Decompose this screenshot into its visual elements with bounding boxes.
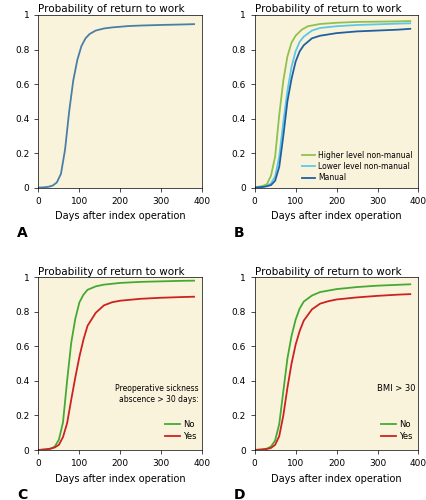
X-axis label: Days after index operation: Days after index operation xyxy=(271,211,401,221)
Text: C: C xyxy=(17,488,27,500)
Text: Probability of return to work: Probability of return to work xyxy=(38,266,184,276)
Text: Probability of return to work: Probability of return to work xyxy=(254,266,400,276)
Text: D: D xyxy=(233,488,244,500)
Legend: Higher level non-manual, Lower level non-manual, Manual: Higher level non-manual, Lower level non… xyxy=(298,148,415,186)
X-axis label: Days after index operation: Days after index operation xyxy=(55,474,185,484)
Text: B: B xyxy=(233,226,243,239)
X-axis label: Days after index operation: Days after index operation xyxy=(55,211,185,221)
X-axis label: Days after index operation: Days after index operation xyxy=(271,474,401,484)
Legend: No, Yes: No, Yes xyxy=(377,417,415,444)
Text: Probability of return to work: Probability of return to work xyxy=(38,4,184,14)
Legend: No, Yes: No, Yes xyxy=(161,417,199,444)
Text: Probability of return to work: Probability of return to work xyxy=(254,4,400,14)
Text: BMI > 30: BMI > 30 xyxy=(376,384,414,394)
Text: Preoperative sickness
abscence > 30 days:: Preoperative sickness abscence > 30 days… xyxy=(115,384,199,404)
Text: A: A xyxy=(17,226,28,239)
